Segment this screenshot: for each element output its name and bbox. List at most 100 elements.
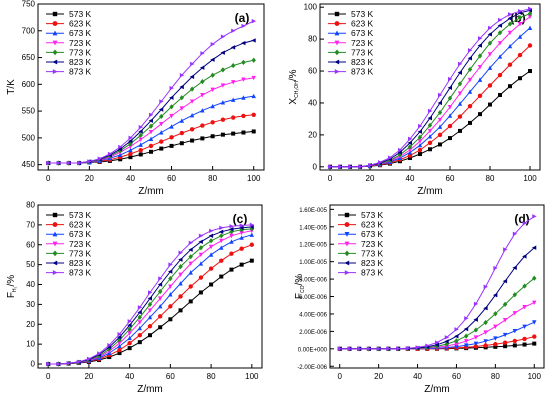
data-point — [457, 70, 462, 75]
data-point — [220, 34, 226, 39]
data-point — [200, 79, 205, 85]
data-point — [532, 341, 537, 346]
data-point — [210, 72, 215, 78]
x-tick-label: 40 — [406, 174, 415, 183]
legend-marker — [52, 250, 58, 257]
y-axis-title: FCO/% — [294, 274, 306, 299]
data-point — [66, 160, 72, 166]
data-point — [512, 292, 518, 298]
y-tick-label: 1.60E-005 — [299, 208, 327, 214]
data-point — [188, 284, 193, 289]
data-point — [210, 57, 215, 62]
legend-marker — [334, 49, 340, 56]
data-point — [454, 327, 459, 332]
data-point — [251, 75, 256, 81]
data-point — [169, 135, 174, 140]
x-axis-title: Z/mm — [137, 384, 163, 395]
data-point — [220, 50, 225, 55]
data-point — [137, 314, 143, 320]
data-point — [168, 284, 173, 289]
legend-marker — [344, 250, 350, 257]
legend-marker — [52, 11, 58, 17]
data-point — [527, 10, 533, 17]
data-point — [522, 221, 527, 226]
data-point — [56, 160, 61, 166]
y-tick-label: -2.00E-006 — [297, 365, 327, 371]
y-axis-title-sub: CO — [300, 285, 306, 293]
data-point — [407, 144, 413, 150]
data-point — [230, 62, 236, 69]
data-point — [457, 91, 463, 96]
legend-marker — [52, 59, 58, 65]
data-point — [512, 265, 517, 270]
data-point — [407, 153, 413, 158]
data-point — [498, 17, 503, 23]
data-point — [502, 278, 508, 284]
data-point — [488, 102, 492, 107]
data-point — [230, 97, 236, 102]
data-point — [518, 76, 522, 81]
data-point — [190, 138, 195, 143]
y-tick-label: 10 — [26, 340, 35, 349]
data-point — [148, 118, 153, 123]
data-point — [159, 113, 164, 120]
data-point — [46, 361, 51, 367]
data-point — [502, 332, 508, 338]
data-point — [498, 92, 502, 97]
legend-label: 773 K — [351, 47, 374, 57]
data-point — [437, 117, 443, 123]
data-point — [188, 254, 193, 260]
data-point — [200, 51, 205, 56]
data-point — [347, 346, 352, 352]
legend-label: 673 K — [69, 229, 92, 239]
legend-marker — [52, 270, 58, 276]
data-point — [497, 30, 503, 36]
data-point — [398, 147, 403, 153]
y-axis-title-sub: H₂ — [12, 286, 18, 292]
data-point — [527, 25, 533, 30]
data-point — [128, 138, 133, 144]
data-point — [128, 151, 133, 157]
data-point — [447, 85, 452, 90]
data-point — [179, 118, 185, 123]
data-point — [239, 246, 244, 251]
data-point — [437, 124, 443, 129]
data-point — [86, 356, 92, 362]
data-point — [457, 114, 463, 119]
y-tick-label: 80 — [308, 35, 317, 44]
data-point — [208, 233, 214, 239]
data-point — [239, 223, 245, 228]
data-point — [190, 61, 195, 67]
data-point — [507, 16, 512, 21]
x-tick-label: 20 — [85, 174, 94, 183]
panel-label: (c) — [233, 212, 248, 226]
data-point — [198, 261, 204, 266]
y-axis-title-suffix: /% — [294, 274, 305, 286]
data-point — [178, 281, 183, 286]
legend-label: 573 K — [69, 210, 92, 220]
data-point — [188, 270, 193, 275]
data-point — [512, 343, 517, 348]
data-point — [168, 304, 173, 309]
y-tick-label: 1.00E-005 — [299, 260, 327, 266]
data-point — [497, 72, 503, 78]
data-point — [210, 87, 215, 93]
data-point — [492, 292, 498, 298]
data-point — [438, 92, 443, 98]
data-point — [137, 325, 143, 331]
data-point — [448, 136, 452, 141]
data-point — [200, 108, 205, 113]
legend-marker — [52, 212, 58, 218]
data-point — [483, 319, 488, 326]
data-point — [148, 123, 154, 129]
data-point — [241, 23, 246, 29]
x-tick-label: 80 — [207, 372, 216, 381]
data-point — [230, 45, 236, 50]
legend-label: 623 K — [351, 19, 374, 29]
data-point — [463, 326, 469, 332]
data-point — [230, 80, 236, 85]
data-point — [210, 103, 215, 109]
legend-marker — [344, 241, 350, 247]
panel-d: 0 20 40 60 80 100 -2.00E-006 0.00E+000 2.00E-006… — [294, 204, 545, 395]
